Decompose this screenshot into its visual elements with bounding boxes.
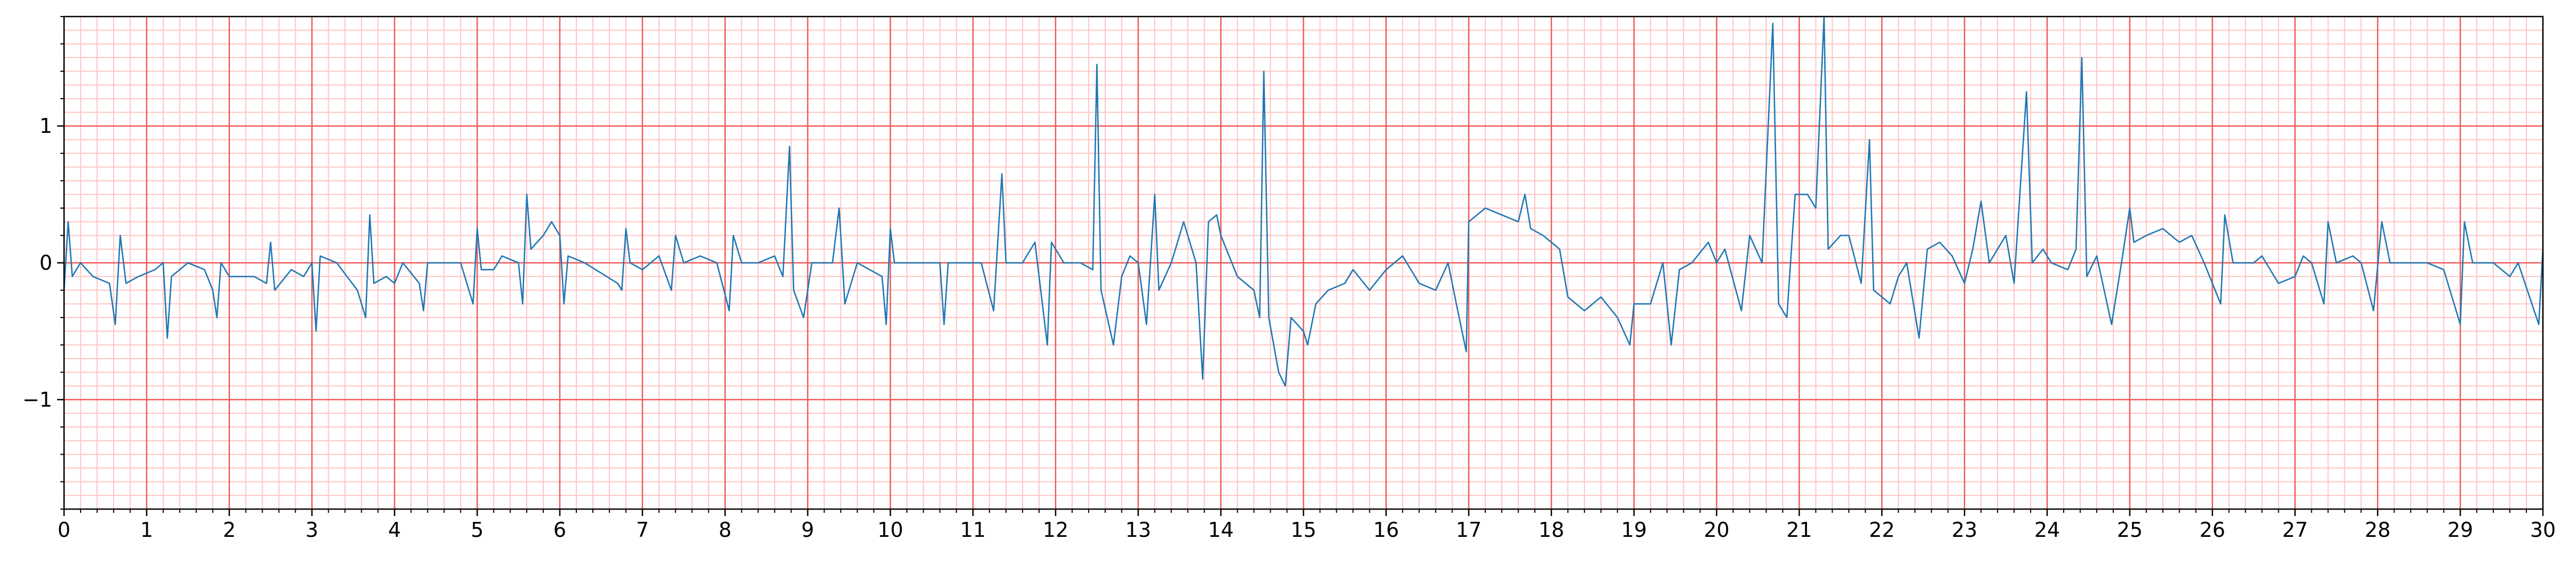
axes: 0 1 2 3 4 5 6 7 8 9 10 11 12 13 14 15 16 17 18 19 20 21 22 23 24… (22, 15, 2556, 542)
x-tick-label: 27 (2282, 518, 2308, 542)
x-tick-label: 14 (1208, 518, 1233, 542)
x-tick-label: 4 (388, 518, 401, 542)
x-tick-label: 15 (1290, 518, 1316, 542)
x-tick-label: 25 (2117, 518, 2143, 542)
x-tick-label: 3 (305, 518, 318, 542)
x-tick-label: 2 (223, 518, 236, 542)
x-tick-label: 20 (1703, 518, 1729, 542)
ecg-line (63, 15, 2544, 387)
x-tick-label: 9 (801, 518, 814, 542)
x-tick-label: 22 (1869, 518, 1895, 542)
x-tick-label: 19 (1621, 518, 1647, 542)
y-tick-label: 1 (39, 114, 52, 138)
x-tick-label: 10 (877, 518, 903, 542)
x-tick-label: 23 (1952, 518, 1977, 542)
x-tick-label: 5 (471, 518, 484, 542)
x-tick-label: 24 (2034, 518, 2060, 542)
x-tick-label: 0 (58, 518, 70, 542)
x-tick-label: 21 (1786, 518, 1812, 542)
x-tick-label: 17 (1456, 518, 1481, 542)
x-tick-label: 8 (719, 518, 732, 542)
x-tick-label: 28 (2365, 518, 2390, 542)
x-tick-label: 30 (2530, 518, 2556, 542)
x-tick-label: 16 (1373, 518, 1399, 542)
x-tick-label: 6 (553, 518, 566, 542)
x-tick-label: 29 (2447, 518, 2473, 542)
x-tick-label: 18 (1539, 518, 1564, 542)
x-tick-label: 11 (960, 518, 986, 542)
x-tick-label: 12 (1043, 518, 1068, 542)
major-grid (63, 17, 2544, 509)
plot (63, 15, 2544, 387)
x-tick-label: 1 (140, 518, 153, 542)
y-tick-label: −1 (22, 388, 52, 411)
x-tick-label: 13 (1125, 518, 1151, 542)
x-tick-label: 7 (636, 518, 649, 542)
x-tick-label: 26 (2199, 518, 2225, 542)
y-tick-label: 0 (39, 251, 52, 275)
plot-frame (63, 15, 2544, 510)
